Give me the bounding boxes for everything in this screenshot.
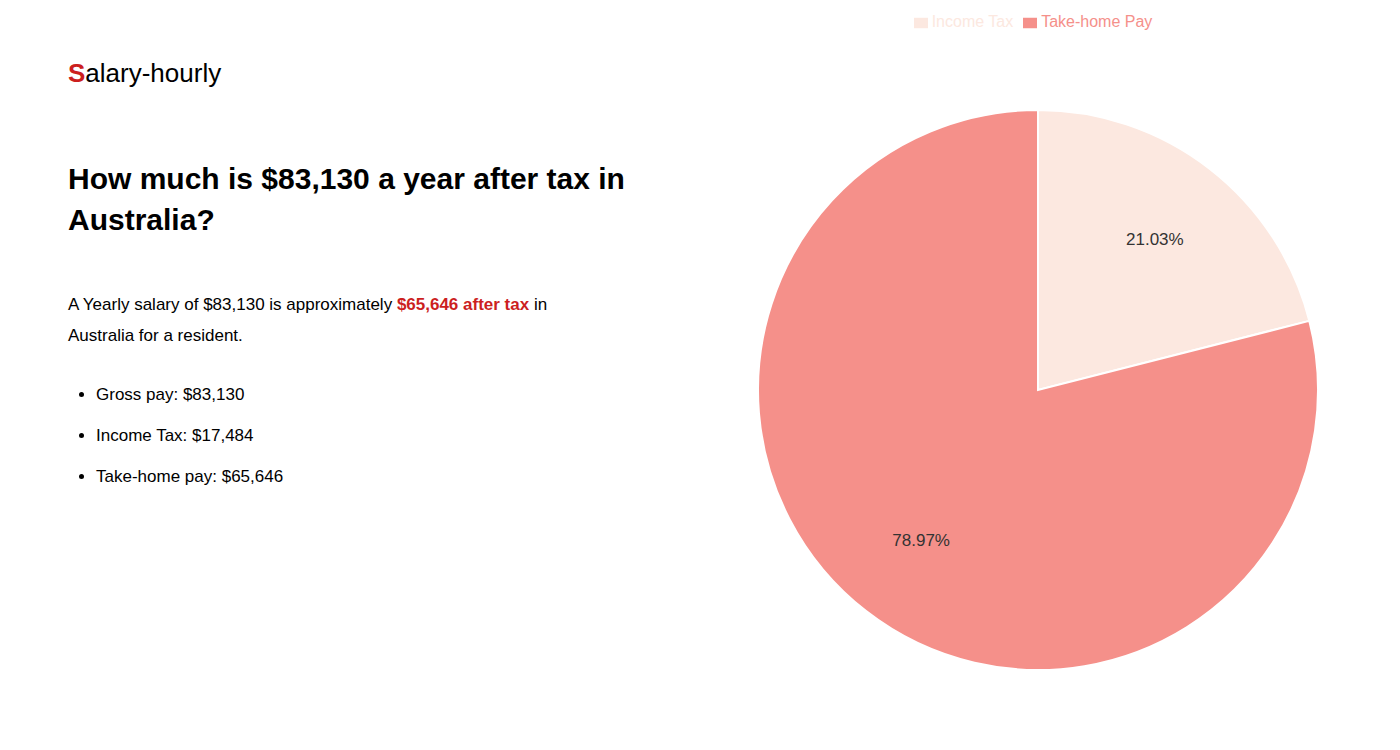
html-text:A Yearly salary of $83,130 is: A Yearly salary of $83,130 is approximat… (68, 295, 548, 314)
svg-text:21.03%: 21.03% (1126, 230, 1184, 249)
html-text:S alary-hourly: S alary-hourly (68, 58, 222, 88)
html-text:Australia for a resident.: Australia for a resident. (68, 325, 243, 345)
html-text:Income Tax: $17,484: Income Tax: $17,484 (96, 426, 254, 445)
html-text:Take-home Pay: Take-home Pay (1041, 13, 1153, 30)
html-text:How much is $83,130 a year aft: How much is $83,130 a year after tax in … (68, 162, 625, 236)
svg-text:78.97%: 78.97% (892, 531, 950, 550)
html-text:Gross pay: $83,130: Gross pay: $83,130 (96, 385, 245, 405)
html-text:Income Tax: Income Tax (931, 13, 1014, 30)
html-text:Take-home pay: $65,646: Take-home pay: $65,646 (96, 466, 284, 486)
